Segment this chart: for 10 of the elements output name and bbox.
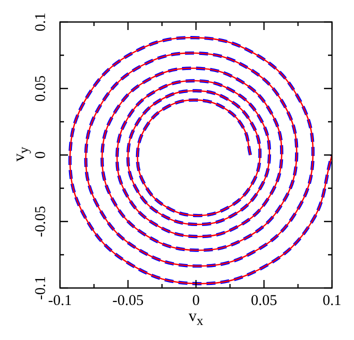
y-tick-label: 0 (32, 151, 49, 159)
x-axis-title: v$_{x}$ (188, 308, 204, 330)
x-tick-label: -0.05 (112, 292, 144, 309)
x-tick-label: -0.1 (48, 292, 72, 309)
x-tick-label: 0 (192, 292, 200, 309)
y-tick-label: 0.05 (32, 75, 49, 102)
x-tick-label: 0.05 (250, 292, 278, 309)
y-tick-label: -0.05 (32, 206, 49, 238)
y-tick-label: 0.1 (32, 12, 49, 32)
x-tick-label: 0.1 (322, 292, 342, 309)
